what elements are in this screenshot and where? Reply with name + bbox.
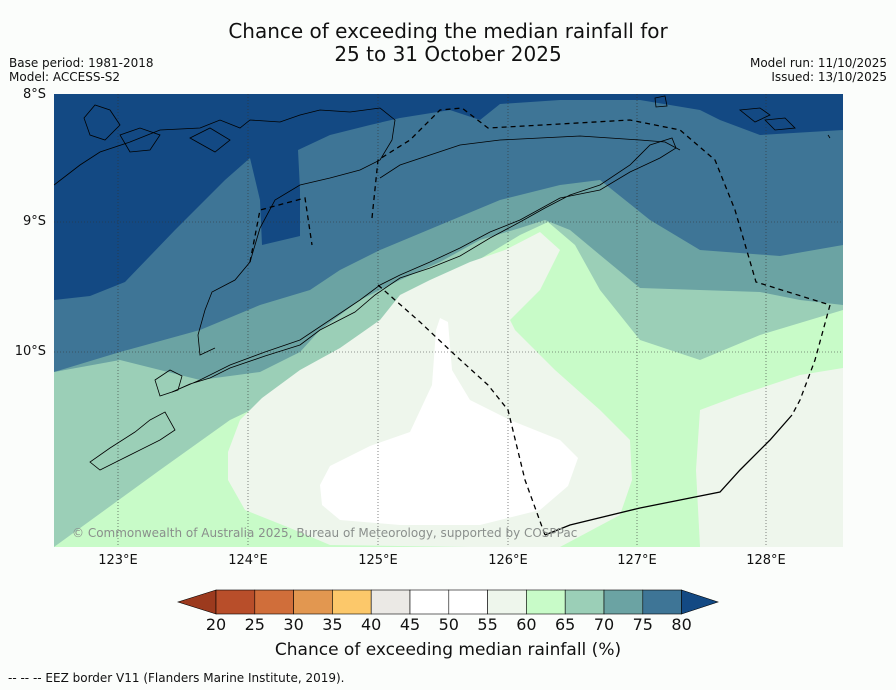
colorbar-segment [254,589,294,615]
lat-label-10s: 10°S [14,344,46,359]
lat-label-8s: 8°S [22,87,46,102]
colorbar-tick-label: 65 [555,615,576,634]
colorbar-tick-label: 45 [399,615,421,634]
copyright-notice: © Commonwealth of Australia 2025, Bureau… [72,526,578,540]
band-50-55-east [696,368,843,547]
chart-title: Chance of exceeding the median rainfall … [0,20,896,66]
eez-border-west-enclave [249,197,313,263]
lon-label-123e: 123°E [98,553,138,568]
colorbar-extend-high [681,589,719,615]
lon-label-128e: 128°E [746,553,786,568]
colorbar-tick-label: 55 [477,615,498,634]
band-45-50 [320,318,578,525]
colorbar-tick-label: 80 [671,615,692,634]
colorbar-tick-label: 70 [593,615,615,634]
colorbar-tick-label: 75 [632,615,653,634]
wetar-coast [83,104,231,153]
eez-border-south [377,284,546,536]
colorbar-tick-label: 40 [361,615,382,634]
colorbar-tick-label: 50 [438,615,459,634]
colorbar-tick-label: 60 [516,615,537,634]
lat-label-9s: 9°S [22,214,46,229]
colorbar-segment [526,589,566,615]
meta-right: Model run: 11/10/2025 Issued: 13/10/2025 [750,56,887,84]
meta-left: Base period: 1981-2018 Model: ACCESS-S2 [9,56,154,84]
base-period: Base period: 1981-2018 [9,56,154,70]
eez-border-solid [544,414,793,536]
west-timor-coast [89,369,183,471]
colorbar-tick-label: 35 [322,615,343,634]
colorbar-segment [332,589,372,615]
colorbar-segment [642,589,682,615]
eez-border-north [371,107,831,306]
eez-border-east [791,304,831,416]
colorbar-segment [487,589,527,615]
issued-date: Issued: 13/10/2025 [771,70,887,84]
colorbar-segment [370,589,411,615]
lon-label-124e: 124°E [228,553,268,568]
contour-map [54,94,843,547]
colorbar-segment [448,589,488,615]
colorbar-extend-low [177,589,217,615]
colorbar-tick-label: 20 [205,615,227,634]
colorbar-tick-label: 25 [244,615,265,634]
title-line-1: Chance of exceeding the median rainfall … [228,19,668,43]
colorbar-title: Chance of exceeding median rainfall (%) [274,640,622,660]
colorbar-segment [603,589,644,615]
eez-footnote: -- -- -- EEZ border V11 (Flanders Marine… [8,671,345,685]
flores-coast [54,107,396,356]
colorbar-segment [215,589,256,615]
colorbar [177,589,719,615]
small-islands [654,95,831,139]
eez-borders [249,107,831,536]
colorbar-segment [564,589,605,615]
colorbar-segment [293,589,333,615]
colorbar-tick-label: 30 [283,615,304,634]
model-name: Model: ACCESS-S2 [9,70,121,84]
lon-label-126e: 126°E [488,553,528,568]
coastlines [54,95,831,471]
timor-north-coast [379,135,681,179]
model-run: Model run: 11/10/2025 [749,56,887,70]
colorbar-segment [409,589,450,615]
title-line-2: 25 to 31 October 2025 [334,42,562,66]
lon-label-127e: 127°E [617,553,657,568]
gridlines [54,94,843,547]
lon-label-125e: 125°E [358,553,398,568]
